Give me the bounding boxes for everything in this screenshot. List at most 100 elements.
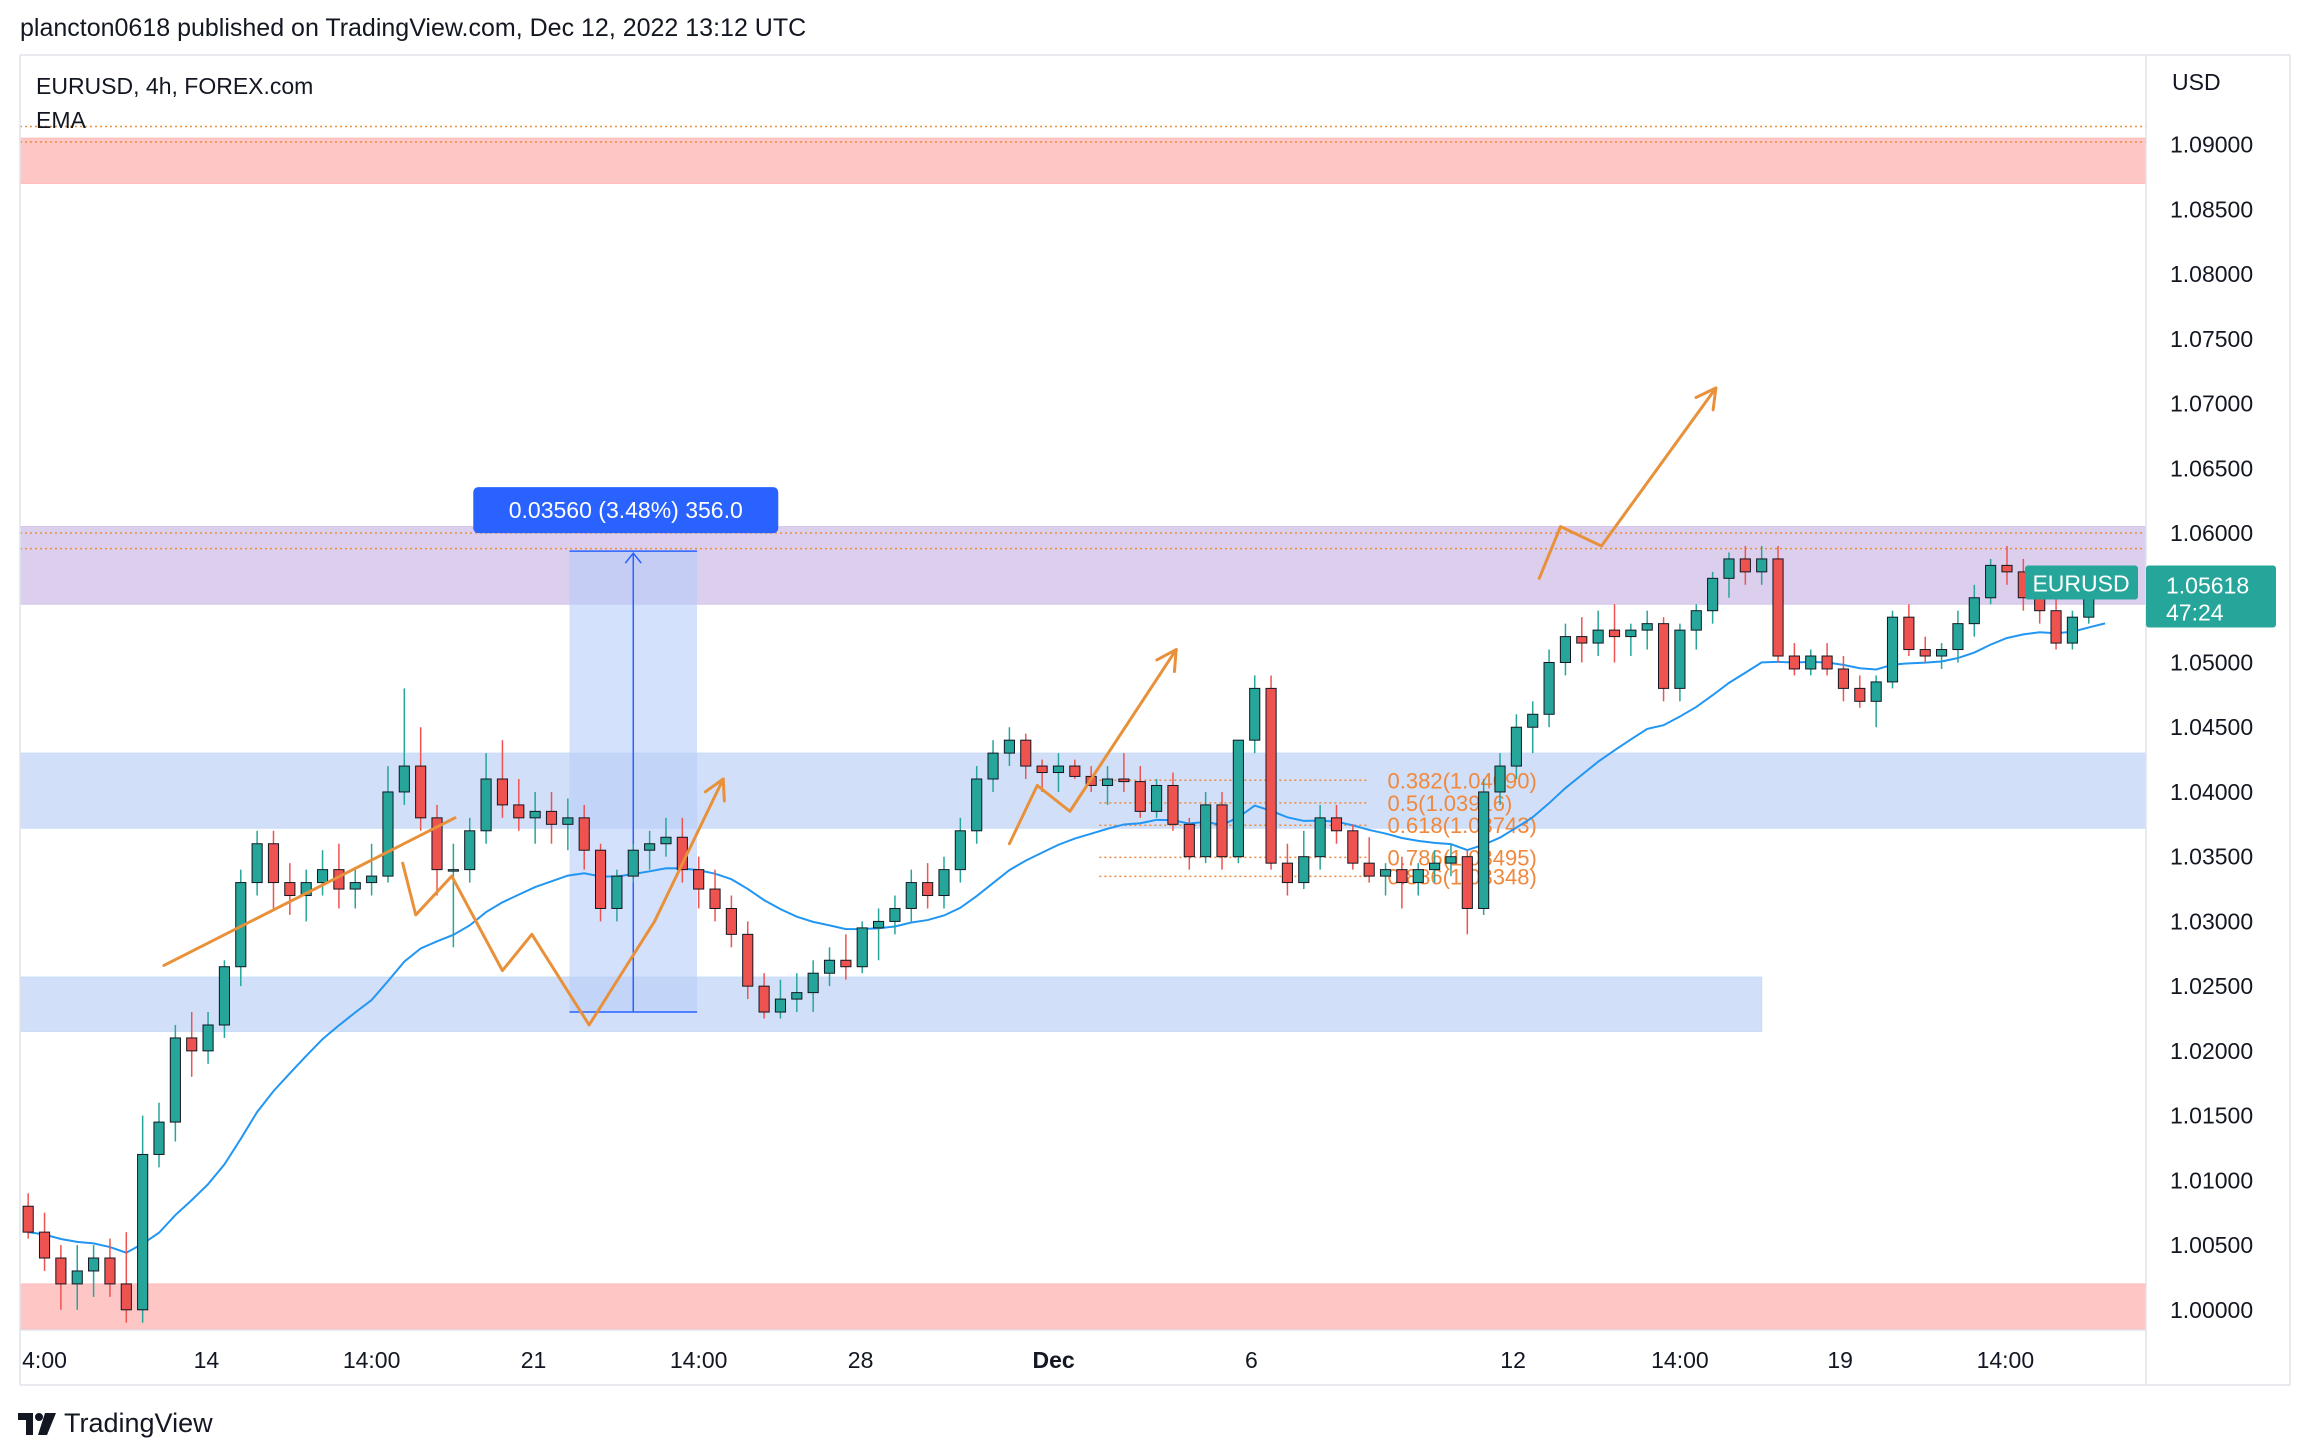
drawings-layer[interactable] <box>162 386 1718 1027</box>
candle-body <box>660 836 672 845</box>
candle <box>1363 837 1375 883</box>
candle-body <box>496 778 509 806</box>
candle-body <box>284 882 296 897</box>
candle-body <box>415 765 427 819</box>
fib-level-label: 0.618(1.03743) <box>1388 813 1537 838</box>
candle <box>1330 804 1343 844</box>
candle-body <box>398 765 410 793</box>
candle <box>1739 545 1751 585</box>
candle <box>218 960 230 1038</box>
candle-body <box>889 907 901 922</box>
measure-tool[interactable]: 0.03560 (3.48%) 356.0 <box>473 487 779 1013</box>
trendline-1[interactable] <box>162 816 457 967</box>
candle-body <box>905 882 917 909</box>
candle-body <box>954 830 966 871</box>
candle <box>1985 558 1997 605</box>
candle <box>1690 604 1702 650</box>
candle-body <box>153 1121 165 1155</box>
candle-body <box>382 791 394 877</box>
candle-body <box>840 959 852 968</box>
candle <box>1052 753 1065 792</box>
candle-body <box>1020 739 1032 767</box>
zigzag-2[interactable] <box>1007 648 1178 846</box>
x-tick-label: 12 <box>1500 1347 1526 1373</box>
candle <box>562 798 574 851</box>
candle-body <box>366 875 378 884</box>
candle-body <box>1118 778 1130 783</box>
candle-body <box>1003 739 1015 754</box>
candle-body <box>644 843 656 851</box>
y-tick-label: 1.07000 <box>2170 391 2253 417</box>
candle <box>464 817 476 883</box>
candle-body <box>1952 623 1964 651</box>
candle <box>1396 856 1408 909</box>
candle <box>1952 610 1964 663</box>
candle-body <box>971 778 983 832</box>
y-tick-label: 1.01000 <box>2170 1167 2253 1193</box>
candle <box>1854 675 1866 708</box>
legend-indicator: EMA <box>36 107 87 133</box>
candle-body <box>251 843 263 884</box>
candle <box>873 908 885 961</box>
candle-body <box>218 966 230 1026</box>
tradingview-brand[interactable]: TradingView <box>18 1408 213 1439</box>
candle <box>1527 701 1539 754</box>
candle <box>791 973 803 1013</box>
candle <box>153 1102 165 1168</box>
candle-body <box>120 1283 132 1311</box>
y-tick-label: 1.02000 <box>2170 1038 2253 1064</box>
candle <box>1559 623 1572 676</box>
candle <box>1919 636 1931 663</box>
candle <box>1183 817 1195 870</box>
candle-body <box>1281 862 1293 884</box>
x-tick-label: 4:00 <box>22 1347 67 1373</box>
y-tick-label: 1.09000 <box>2170 132 2253 158</box>
supply-zone-top <box>19 137 2147 184</box>
candle <box>742 921 754 1000</box>
candle-body <box>1527 713 1539 728</box>
candle-body <box>55 1257 67 1285</box>
y-tick-label: 1.01500 <box>2170 1103 2253 1129</box>
candle-body <box>71 1270 83 1285</box>
candle <box>496 740 509 818</box>
candle <box>415 727 427 831</box>
candle <box>1298 830 1310 890</box>
candle-body <box>774 998 787 1013</box>
candle-body <box>88 1257 100 1272</box>
candle <box>2066 610 2078 650</box>
projection[interactable] <box>1537 386 1718 580</box>
y-tick-label: 1.00000 <box>2170 1297 2253 1323</box>
candle <box>578 804 590 870</box>
candle-body <box>1249 687 1261 741</box>
candle-body <box>1069 765 1081 777</box>
candle-body <box>1936 649 1948 657</box>
candle <box>954 817 966 883</box>
x-tick-label: 28 <box>848 1347 874 1373</box>
candle-body <box>1968 597 1980 625</box>
candle-body <box>1592 629 1604 644</box>
candle <box>693 856 705 909</box>
candle-body <box>447 869 459 872</box>
candle-body <box>1314 817 1326 858</box>
candle <box>905 869 917 922</box>
candle-body <box>873 920 885 929</box>
candle-body <box>2050 610 2062 644</box>
candle-body <box>1854 687 1866 702</box>
candle-body <box>1559 636 1572 663</box>
candle <box>758 973 770 1019</box>
zigzag-1[interactable] <box>401 777 725 1027</box>
candle <box>1020 733 1032 780</box>
candle <box>1379 863 1392 896</box>
candle-body <box>1052 765 1065 774</box>
candle <box>660 817 672 857</box>
candle-body <box>758 985 770 1013</box>
candle <box>1461 850 1473 935</box>
measure-label-box <box>473 487 779 534</box>
measure-arrow-head <box>624 551 642 564</box>
candle <box>1216 791 1228 870</box>
projection-arrow-head <box>1694 386 1718 412</box>
candle-body <box>1625 629 1637 638</box>
candle-body <box>1101 778 1114 786</box>
candle-body <box>1363 862 1375 877</box>
